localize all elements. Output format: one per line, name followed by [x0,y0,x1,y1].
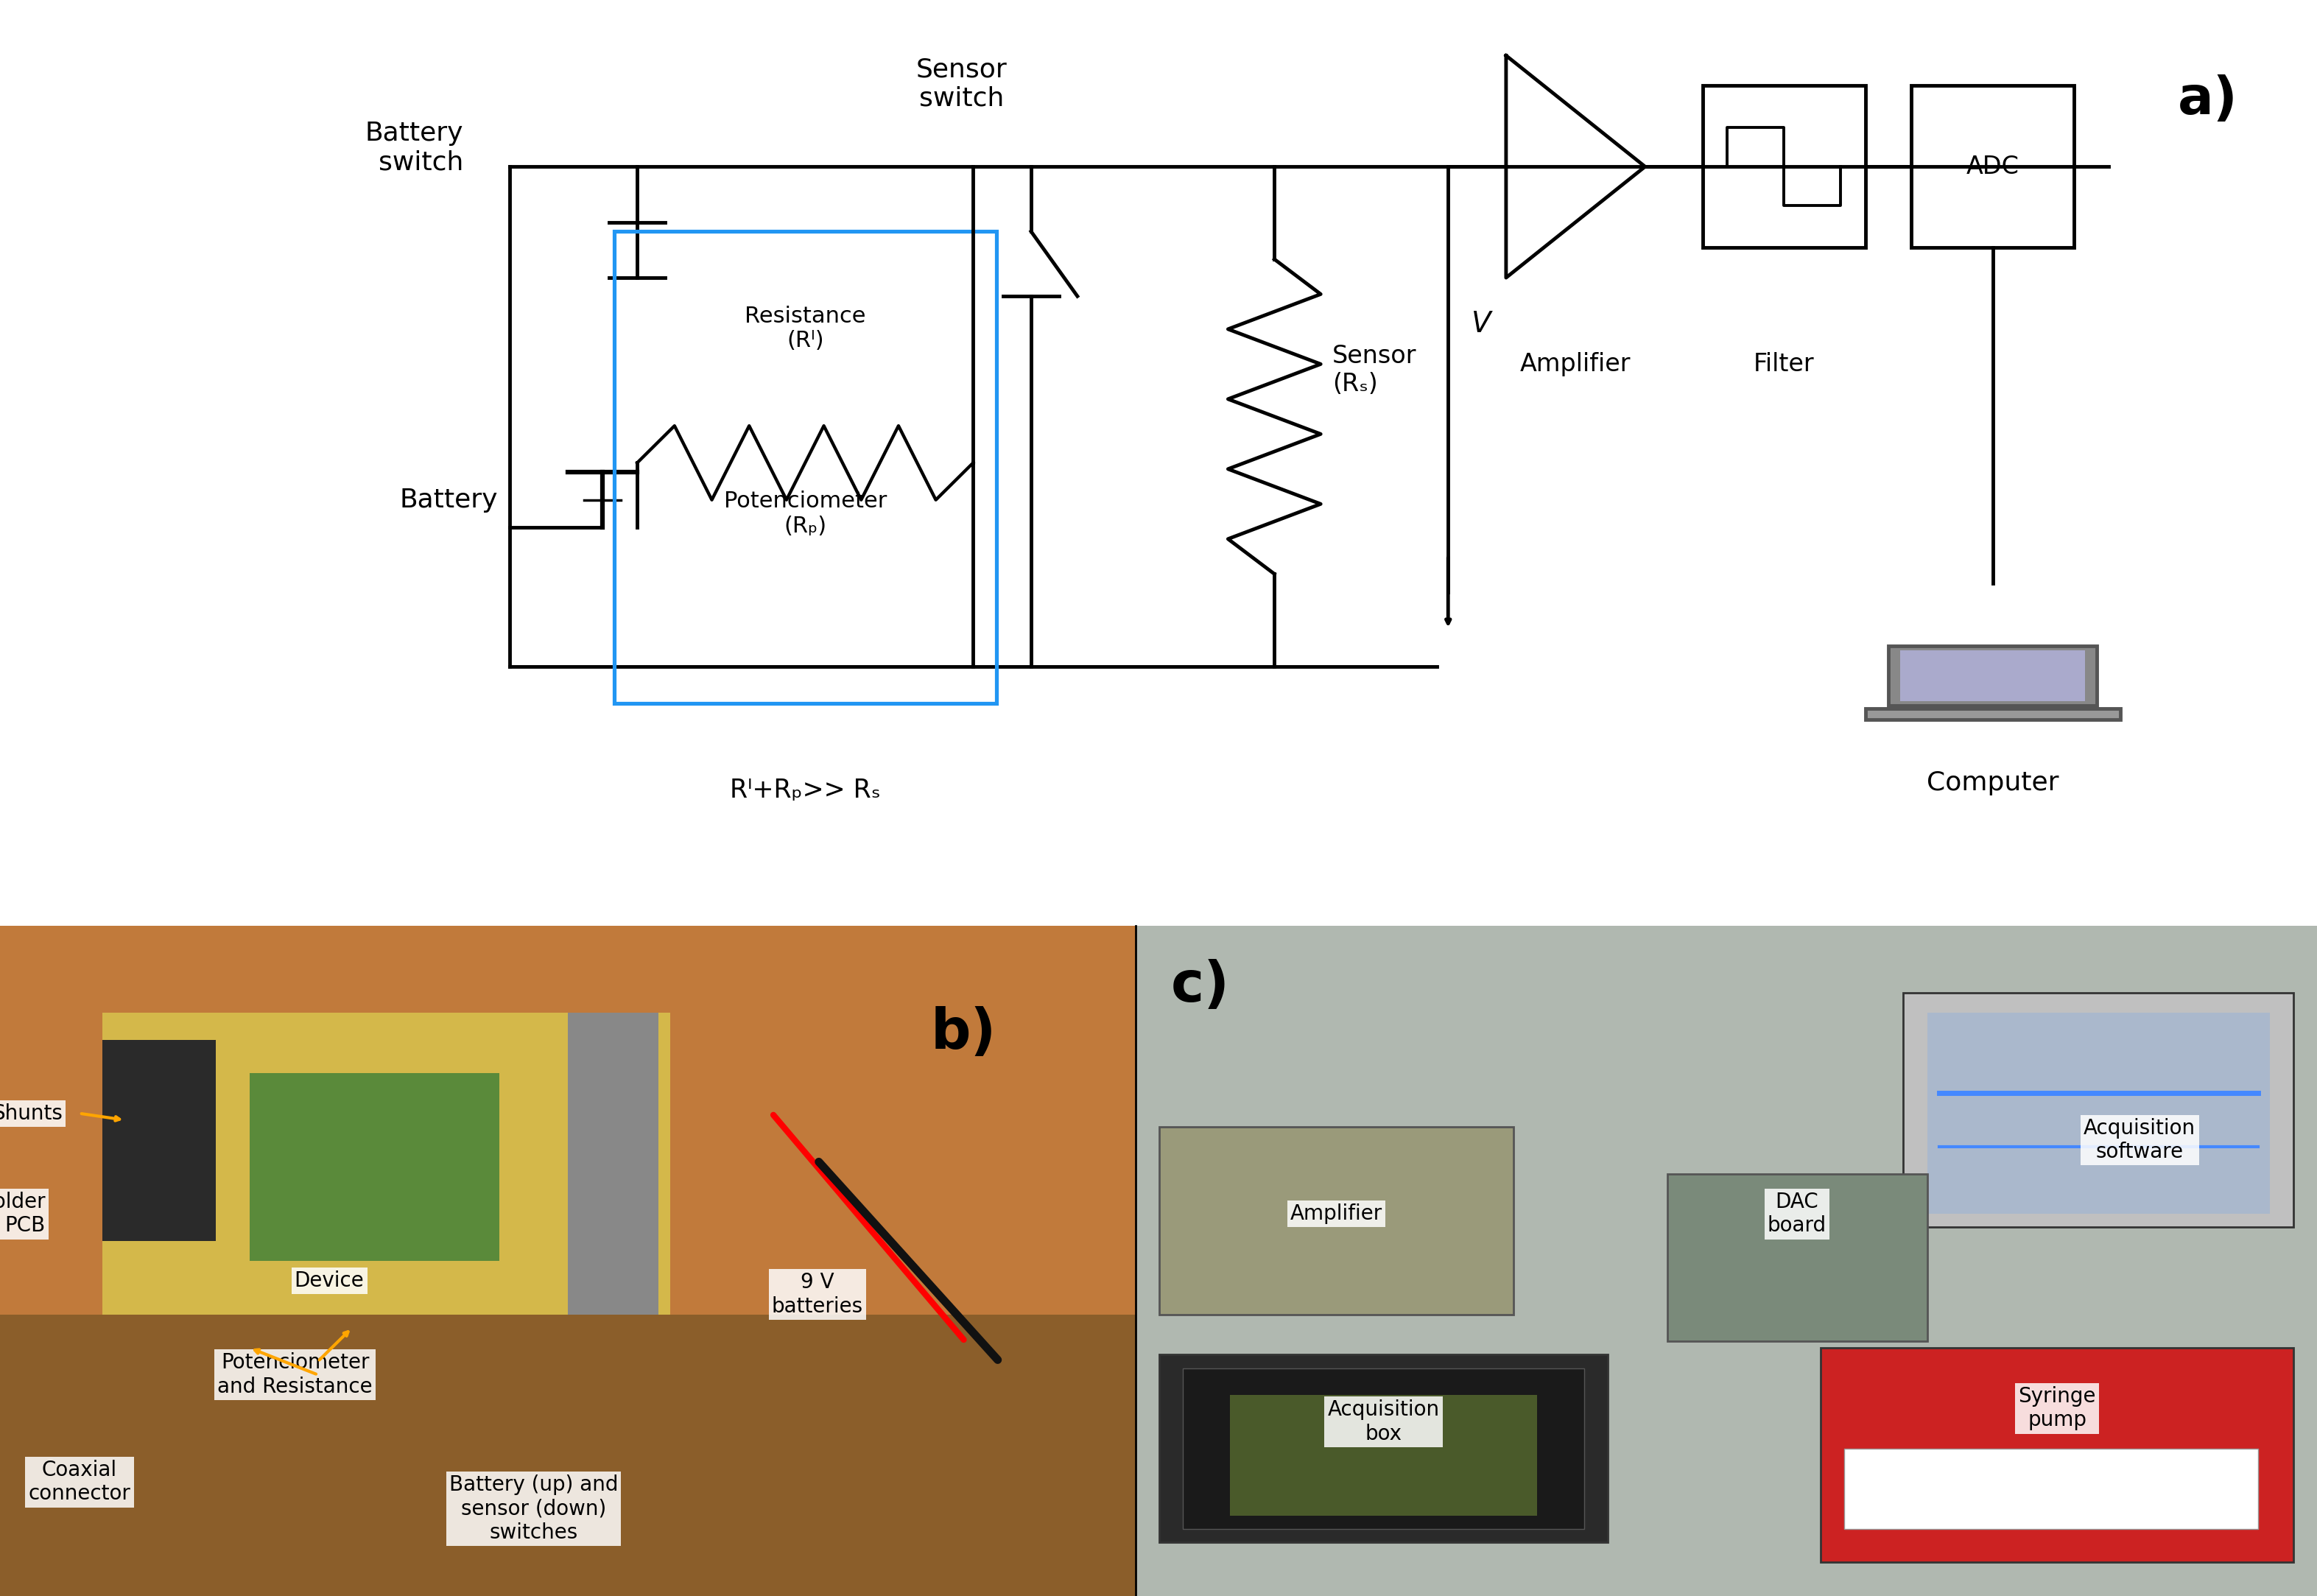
Bar [102,1013,670,1315]
Text: Filter: Filter [1754,351,1814,377]
Text: Computer: Computer [1925,771,2060,796]
Bar [250,1073,500,1261]
Text: Battery (up) and
sensor (down)
switches: Battery (up) and sensor (down) switches [449,1475,619,1543]
Text: b): b) [931,1005,996,1061]
Text: Rᴵ+Rₚ>> Rₛ: Rᴵ+Rₚ>> Rₛ [730,777,880,803]
Text: a): a) [2178,73,2238,124]
Text: Potenciometer
(Rₚ): Potenciometer (Rₚ) [723,490,887,536]
Text: ADC: ADC [1967,155,2018,179]
Bar [1821,1349,2294,1562]
FancyArrowPatch shape [818,1162,999,1360]
Bar [1905,993,2294,1227]
Bar [1888,646,2097,705]
Text: Resistance
(Rᴵ): Resistance (Rᴵ) [744,305,867,351]
Bar [1182,1368,1585,1529]
Bar [1900,650,2085,701]
Bar [1912,86,2074,247]
Text: Amplifier: Amplifier [1520,351,1631,377]
Bar [1865,709,2120,720]
Bar [1158,1127,1513,1315]
Text: Device: Device [294,1270,364,1291]
Bar [0,1315,1135,1596]
Text: Sensor
(Rₛ): Sensor (Rₛ) [1332,345,1416,396]
Text: Shunts: Shunts [0,1103,63,1124]
Bar [1158,1355,1608,1542]
Text: c): c) [1170,959,1230,1013]
Text: Acquisition
software: Acquisition software [2083,1117,2197,1162]
Bar [1230,1395,1536,1516]
Text: Acquisition
box: Acquisition box [1328,1400,1439,1444]
Text: Potenciometer
and Resistance: Potenciometer and Resistance [218,1352,373,1396]
Text: Holder
PCB: Holder PCB [0,1192,46,1237]
Text: 9 V
batteries: 9 V batteries [772,1272,864,1317]
Bar [614,231,996,704]
Text: Amplifier: Amplifier [1291,1203,1383,1224]
Text: Battery
switch: Battery switch [366,121,463,176]
Text: Battery: Battery [401,487,498,512]
Bar [1668,1173,1928,1341]
FancyArrowPatch shape [774,1116,964,1339]
Bar [1928,1013,2271,1215]
Text: V: V [1471,310,1490,338]
Text: Sensor
switch: Sensor switch [915,57,1008,112]
Text: DAC
board: DAC board [1768,1192,1826,1237]
Bar [1844,1449,2257,1529]
Bar [568,1013,658,1315]
Bar [102,1039,215,1240]
Bar [1703,86,1865,247]
Text: Syringe
pump: Syringe pump [2018,1385,2097,1430]
Text: Coaxial
connector: Coaxial connector [28,1460,130,1505]
